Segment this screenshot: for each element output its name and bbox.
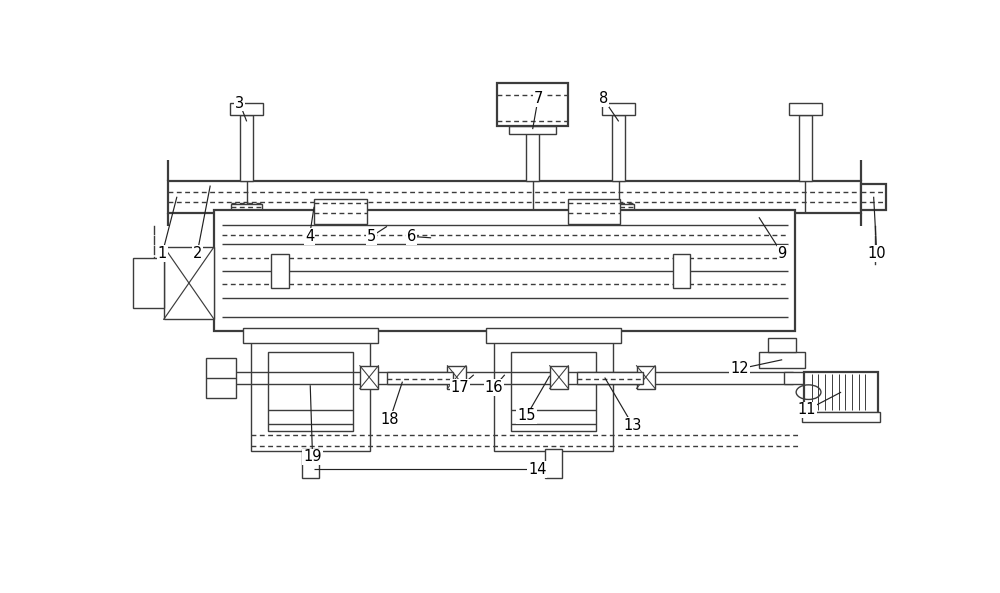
Bar — [550, 366, 568, 388]
Bar — [759, 352, 805, 368]
Bar — [486, 329, 621, 343]
Text: 8: 8 — [599, 91, 608, 106]
Bar — [511, 352, 596, 431]
Bar — [214, 211, 795, 331]
Bar — [789, 103, 822, 116]
Bar — [612, 114, 625, 181]
Text: 12: 12 — [730, 361, 749, 377]
Bar — [497, 83, 568, 126]
Bar — [799, 114, 812, 181]
Text: 6: 6 — [407, 229, 416, 244]
Bar — [545, 449, 562, 477]
Bar — [509, 126, 556, 133]
Text: 4: 4 — [305, 229, 314, 244]
Bar — [603, 205, 634, 215]
Bar — [168, 181, 861, 213]
Bar — [360, 366, 378, 388]
Bar — [526, 133, 539, 181]
Text: 11: 11 — [798, 403, 816, 417]
Text: 18: 18 — [381, 412, 399, 426]
Text: 3: 3 — [235, 95, 244, 111]
Bar — [804, 372, 878, 413]
Text: 1: 1 — [158, 246, 167, 262]
Bar — [314, 199, 367, 224]
Bar — [802, 412, 880, 422]
Text: 14: 14 — [528, 462, 547, 477]
Bar — [577, 372, 643, 384]
Text: 15: 15 — [517, 409, 536, 423]
Bar — [602, 103, 635, 116]
Text: 10: 10 — [867, 246, 886, 262]
Bar — [494, 331, 613, 451]
Bar — [637, 366, 655, 388]
Bar — [861, 184, 886, 209]
Bar — [673, 254, 690, 288]
Bar — [230, 103, 263, 116]
Bar — [768, 338, 796, 352]
Text: 5: 5 — [367, 229, 376, 244]
Text: 19: 19 — [303, 449, 322, 464]
Bar — [271, 254, 289, 288]
Text: 13: 13 — [623, 417, 642, 432]
Bar — [133, 257, 164, 308]
Bar — [784, 372, 805, 384]
Text: 17: 17 — [450, 380, 469, 394]
Bar — [447, 366, 466, 388]
Text: 16: 16 — [485, 380, 503, 394]
Text: 7: 7 — [533, 91, 543, 106]
Bar — [164, 247, 214, 319]
Bar — [302, 449, 319, 477]
Text: 2: 2 — [192, 246, 202, 262]
Bar — [206, 358, 236, 398]
Bar — [268, 352, 353, 431]
Bar — [568, 199, 620, 224]
Bar — [251, 331, 370, 451]
Bar — [243, 329, 378, 343]
Bar — [231, 205, 262, 215]
Bar — [387, 372, 453, 384]
Text: 9: 9 — [778, 246, 787, 262]
Bar — [240, 114, 253, 181]
